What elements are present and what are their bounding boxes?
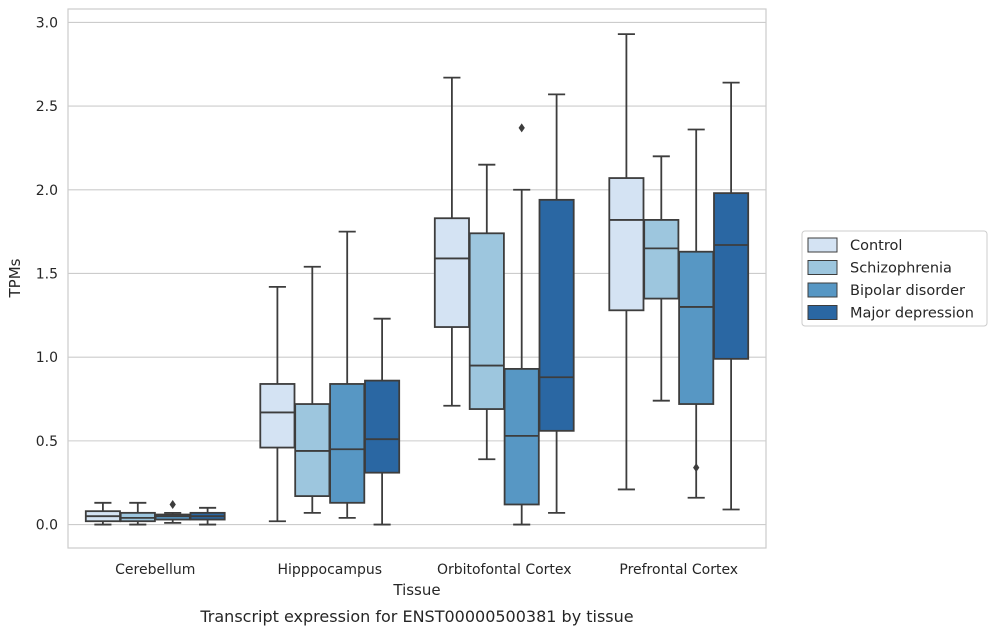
box-iqr xyxy=(643,219,680,300)
box-group xyxy=(259,285,296,523)
x-tick-label: Orbitofontal Cortex xyxy=(437,562,572,578)
x-tick-label: Cerebellum xyxy=(115,562,195,578)
box-iqr xyxy=(468,232,505,410)
box-group xyxy=(84,501,121,526)
plot-frame xyxy=(67,8,767,549)
legend-label: Bipolar disorder xyxy=(850,283,965,299)
legend: Control Schizophrenia Bipolar disorder Majo… xyxy=(801,230,988,327)
box-group xyxy=(364,317,401,526)
box-group xyxy=(538,93,575,514)
y-gridlines xyxy=(68,21,766,526)
box-group xyxy=(119,501,156,526)
box-group xyxy=(294,265,331,514)
box-group xyxy=(608,33,645,491)
x-axis-label: Tissue xyxy=(392,581,440,599)
y-tick-label: 1.0 xyxy=(36,350,58,366)
box-iqr xyxy=(678,250,715,405)
outlier-point xyxy=(169,499,176,509)
box-group xyxy=(678,128,715,499)
outlier-point xyxy=(693,463,700,473)
box-group xyxy=(329,230,366,519)
y-tick-labels: 0.0 0.5 1.0 1.5 2.0 2.5 3.0 xyxy=(36,15,58,533)
y-tick-label: 2.0 xyxy=(36,183,58,199)
outlier-point xyxy=(518,123,525,133)
x-tick-label: Hipppocampus xyxy=(277,562,382,578)
legend-frame xyxy=(801,230,988,327)
box-series-layer xyxy=(84,33,750,526)
box-iqr xyxy=(713,192,750,360)
box-group xyxy=(189,506,226,526)
box-group xyxy=(503,123,540,526)
x-tick-label: Prefrontal Cortex xyxy=(619,562,738,578)
box-iqr xyxy=(329,383,366,504)
box-iqr xyxy=(538,198,575,432)
legend-swatch xyxy=(807,305,838,320)
y-axis-label: TPMs xyxy=(6,258,24,298)
box-group xyxy=(713,81,750,511)
y-tick-label: 3.0 xyxy=(36,15,58,31)
legend-swatch xyxy=(807,282,838,298)
box-iqr xyxy=(364,379,401,474)
legend-label: Schizophrenia xyxy=(850,261,952,277)
box-iqr xyxy=(259,383,296,449)
box-group xyxy=(154,499,191,524)
box-iqr xyxy=(433,217,470,328)
figure-caption: Transcript expression for ENST0000050038… xyxy=(199,607,633,626)
y-tick-label: 0.0 xyxy=(36,518,58,534)
x-tick-labels: Cerebellum Hipppocampus Orbitofontal Corte… xyxy=(115,562,738,578)
box-group xyxy=(643,155,680,402)
legend-swatch xyxy=(807,237,838,253)
legend-label: Control xyxy=(850,238,902,254)
box-iqr xyxy=(608,177,645,312)
y-tick-label: 0.5 xyxy=(36,434,58,450)
legend-label: Major depression xyxy=(850,306,974,322)
y-tick-label: 2.5 xyxy=(36,99,58,115)
box-group xyxy=(468,163,505,461)
y-tick-label: 1.5 xyxy=(36,266,58,282)
box-group xyxy=(433,76,470,407)
legend-swatch xyxy=(807,260,838,275)
